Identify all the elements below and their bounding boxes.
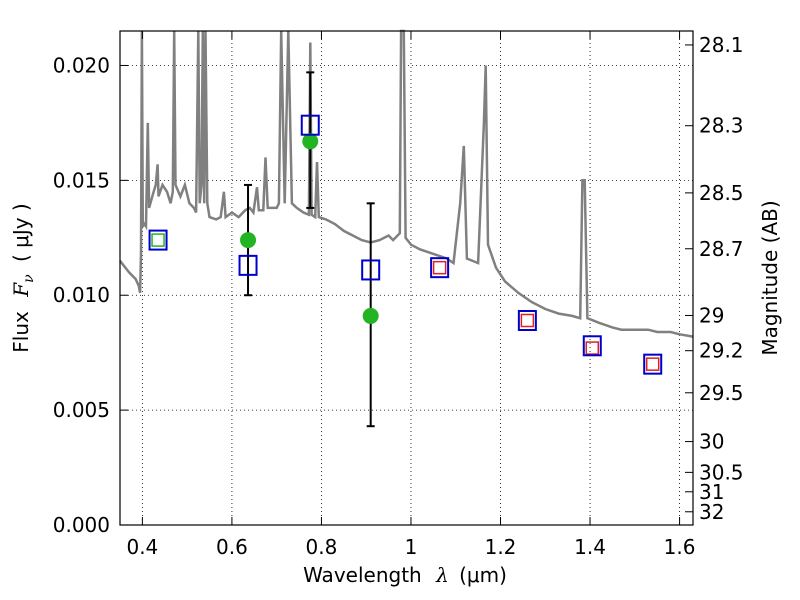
magnitude-tick-label: 29: [699, 303, 724, 327]
model-photometry-point: [361, 259, 381, 281]
plot-area: [119, 29, 694, 428]
observed-point: [585, 341, 600, 355]
x-tick-label: 1.4: [574, 535, 606, 559]
x-tick-label: 0.8: [306, 535, 338, 559]
error-bars: [244, 71, 375, 428]
observed-point: [645, 357, 660, 371]
model-photometry-point: [238, 254, 258, 276]
magnitude-tick-label: 28.7: [699, 237, 744, 261]
observed-point: [151, 233, 165, 247]
observed-point: [302, 133, 319, 150]
magnitude-tick-label: 30.5: [699, 460, 744, 484]
y-tick-label: 0.015: [53, 168, 110, 192]
observed-point: [240, 232, 257, 249]
magnitude-tick-label: 28.1: [699, 33, 744, 57]
observed-points: [151, 133, 660, 371]
y-tick-label: 0.000: [53, 513, 110, 537]
model-photometry-point: [148, 229, 168, 251]
right-axis-title: Magnitude (AB): [758, 200, 782, 355]
plot-frame: [119, 30, 694, 526]
y-tick-labels: 0.000 0.005 0.010 0.015 0.020: [53, 53, 110, 537]
observed-point: [432, 260, 447, 275]
axis-ticks: [120, 31, 693, 526]
model-photometry-markers: [148, 114, 663, 375]
observed-point: [362, 307, 379, 324]
magnitude-tick-label: 32: [699, 500, 724, 524]
model-photometry-point: [430, 257, 450, 279]
x-tick-labels: 0.4 0.6 0.8 1 1.2 1.4 1.6: [126, 535, 695, 559]
magnitude-tick-label: 29.2: [699, 339, 744, 363]
y-tick-label: 0.010: [53, 283, 110, 307]
x-tick-label: 1.2: [485, 535, 517, 559]
magnitude-tick-label: 31: [699, 480, 724, 504]
x-tick-label: 1: [405, 535, 418, 559]
model-photometry-point: [300, 114, 320, 136]
model-spectrum-line: [119, 29, 694, 338]
model-photometry-point: [643, 353, 663, 375]
model-photometry-point: [582, 335, 602, 357]
y-tick-label: 0.020: [53, 53, 110, 77]
x-tick-label: 0.6: [216, 535, 248, 559]
model-photometry-point: [517, 310, 537, 332]
y-axis-title: Flux Fν ( μJy ): [9, 203, 38, 352]
magnitude-tick-label: 28.5: [699, 181, 744, 205]
x-tick-label: 1.6: [664, 535, 696, 559]
x-tick-label: 0.4: [126, 535, 158, 559]
magnitude-tick-label: 29.5: [699, 381, 744, 405]
y-tick-label: 0.005: [53, 398, 110, 422]
observed-point: [520, 313, 535, 328]
magnitude-tick-label: 30: [699, 430, 724, 454]
x-axis-title: Wavelength λ (μm): [303, 563, 507, 587]
magnitude-tick-label: 28.3: [699, 114, 744, 138]
